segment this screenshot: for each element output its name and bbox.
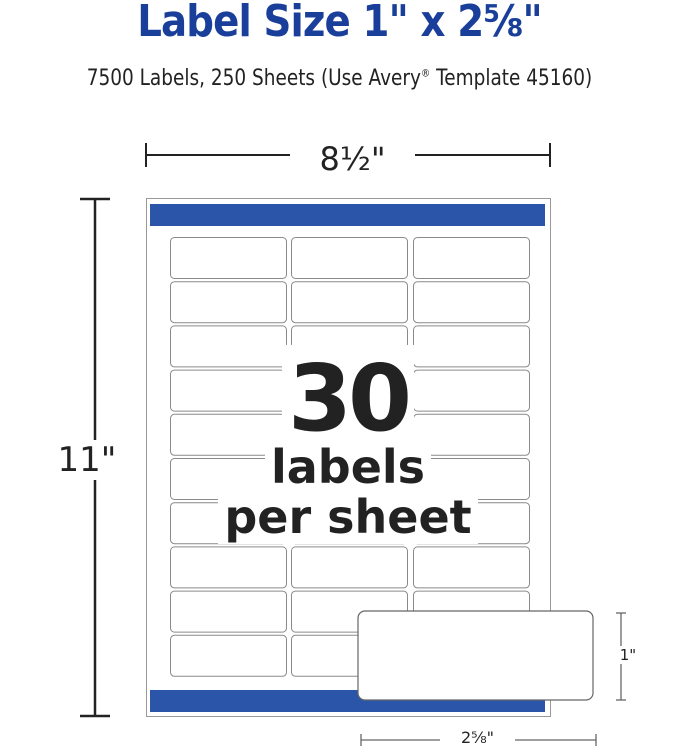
single-label [357, 610, 594, 701]
sheet-label [413, 546, 530, 589]
callout-line-2: per sheet [146, 490, 550, 544]
subtitle: 7500 Labels, 250 Sheets (Use Avery® Temp… [54, 66, 624, 91]
callout-line-1: labels [146, 440, 550, 494]
label-width-label: 2⅝" [440, 728, 515, 747]
sheet-label [291, 546, 408, 589]
sheet-width-label: 8½" [290, 140, 415, 178]
callout-line-2-text: per sheet [218, 490, 478, 544]
sheet-label [291, 281, 408, 324]
sheet-label [413, 237, 530, 279]
sheet-label [413, 281, 530, 324]
sheet-label [170, 281, 287, 324]
sheet-label [170, 634, 287, 677]
subtitle-text-2: Template 45160) [430, 66, 593, 91]
sheet-label [291, 237, 408, 279]
callout-line-1-text: labels [264, 440, 432, 494]
top-bar [150, 204, 545, 226]
subtitle-text: 7500 Labels, 250 Sheets (Use Avery [86, 66, 421, 91]
sheet-height-label: 11" [52, 440, 122, 480]
page-title: Label Size 1" x 2⅝" [137, 0, 542, 47]
label-height-label: 1" [608, 646, 648, 664]
registered-mark: ® [420, 66, 431, 80]
sheet-label [170, 546, 287, 589]
label-count: 30 [146, 345, 550, 452]
sheet-label [170, 237, 287, 279]
sheet-label [170, 590, 287, 633]
label-count-text: 30 [281, 345, 415, 452]
